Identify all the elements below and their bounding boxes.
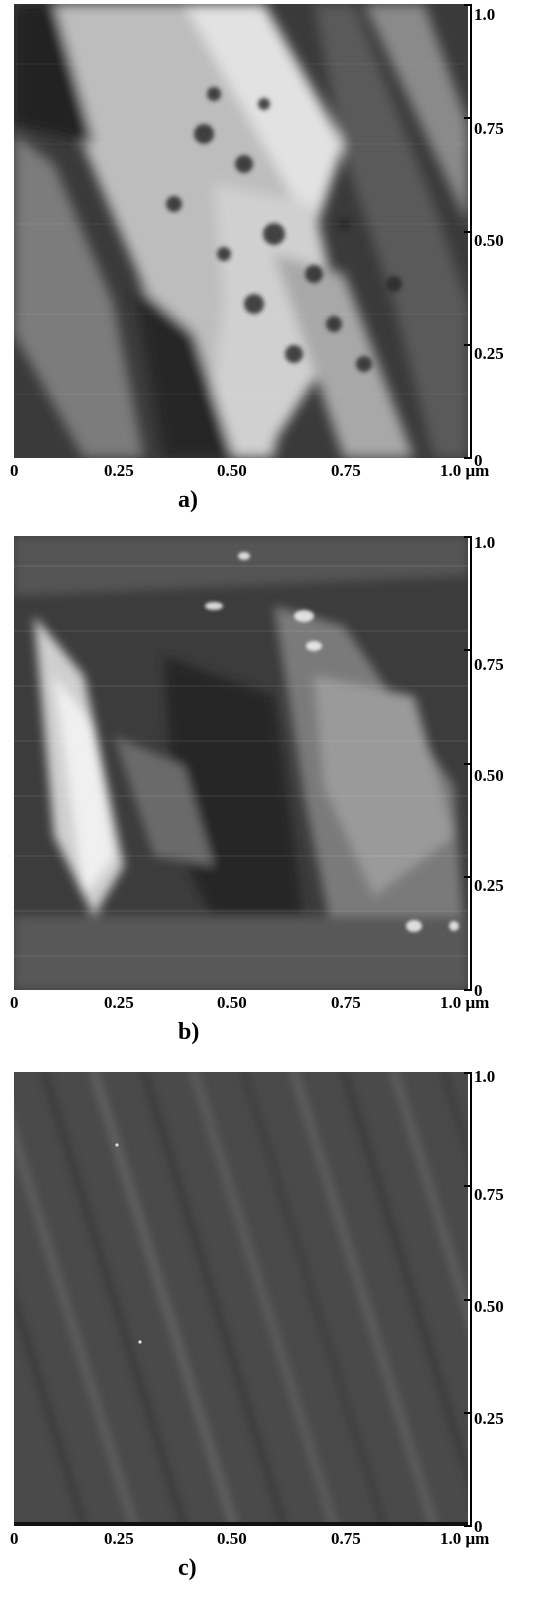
y-tick-label: 0.50	[474, 231, 504, 250]
y-tick-mark	[464, 649, 472, 651]
y-axis-b	[464, 536, 472, 991]
x-tick-label: 1.0 μm	[440, 461, 490, 480]
y-axis-a	[464, 4, 472, 459]
y-tick-mark	[464, 536, 472, 538]
y-tick-label: 0	[474, 451, 483, 470]
x-tick-label: 0.50	[217, 1529, 247, 1548]
afm-image-b	[14, 536, 468, 990]
x-tick-label: 0.50	[217, 461, 247, 480]
y-tick-label: 1.0	[474, 5, 496, 24]
x-tick-label: 0.75	[331, 1529, 361, 1548]
panel-label: a)	[178, 487, 198, 513]
x-tick-label: 0	[10, 1529, 19, 1548]
y-tick-mark	[464, 989, 472, 991]
y-tick-mark	[464, 4, 472, 6]
y-tick-label: 1.0	[474, 1067, 496, 1086]
y-tick-label: 0.75	[474, 655, 504, 674]
x-tick-label: 1.0 μm	[440, 993, 490, 1012]
y-tick-mark	[464, 876, 472, 878]
y-tick-label: 0	[474, 1517, 483, 1536]
y-tick-label: 0.25	[474, 344, 504, 363]
y-tick-mark	[464, 763, 472, 765]
y-tick-mark	[464, 1525, 472, 1527]
y-tick-label: 0.75	[474, 119, 504, 138]
x-tick-label: 0.25	[104, 1529, 134, 1548]
afm-image-a	[14, 4, 468, 458]
x-tick-label: 0.75	[331, 461, 361, 480]
panel-label: b)	[178, 1019, 200, 1045]
y-tick-mark	[464, 1185, 472, 1187]
y-tick-mark	[464, 117, 472, 119]
x-tick-label: 0.25	[104, 993, 134, 1012]
y-tick-mark	[464, 1299, 472, 1301]
y-tick-label: 0	[474, 981, 483, 1000]
x-tick-label: 1.0 μm	[440, 1529, 490, 1548]
y-axis-c	[464, 1072, 472, 1527]
y-tick-label: 0.25	[474, 1409, 504, 1428]
x-tick-label: 0	[10, 461, 19, 480]
x-tick-label: 0	[10, 993, 19, 1012]
y-tick-label: 1.0	[474, 533, 496, 552]
y-tick-mark	[464, 1072, 472, 1074]
y-tick-mark	[464, 231, 472, 233]
x-tick-label: 0.50	[217, 993, 247, 1012]
y-tick-mark	[464, 1412, 472, 1414]
y-tick-label: 0.75	[474, 1185, 504, 1204]
y-tick-label: 0.50	[474, 766, 504, 785]
y-tick-label: 0.50	[474, 1297, 504, 1316]
x-tick-label: 0.75	[331, 993, 361, 1012]
y-tick-mark	[464, 457, 472, 459]
y-tick-mark	[464, 344, 472, 346]
y-tick-label: 0.25	[474, 876, 504, 895]
x-tick-label: 0.25	[104, 461, 134, 480]
afm-image-c	[14, 1072, 468, 1526]
panel-label: c)	[178, 1555, 197, 1581]
